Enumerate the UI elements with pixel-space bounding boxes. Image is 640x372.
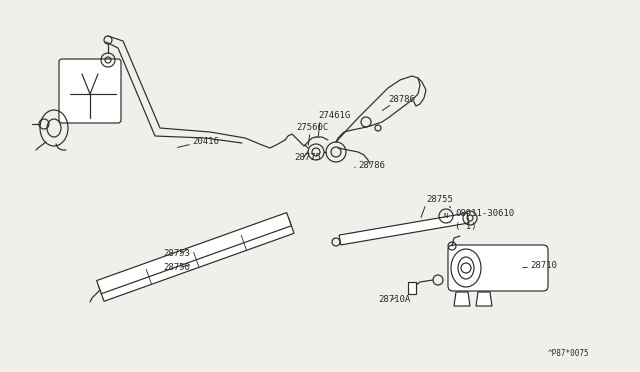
Polygon shape — [454, 292, 470, 306]
Text: 28775: 28775 — [294, 154, 321, 163]
FancyBboxPatch shape — [448, 245, 548, 291]
Text: 28753: 28753 — [163, 250, 190, 259]
Polygon shape — [408, 282, 416, 294]
Text: 28755: 28755 — [426, 196, 453, 205]
Text: 28750: 28750 — [163, 263, 190, 273]
Text: 08911-30610: 08911-30610 — [455, 209, 514, 218]
Text: 20416: 20416 — [192, 138, 219, 147]
Text: N: N — [444, 213, 448, 219]
Text: 27560C: 27560C — [296, 124, 328, 132]
Polygon shape — [99, 218, 294, 301]
FancyBboxPatch shape — [59, 59, 121, 123]
Text: ^P87*0075: ^P87*0075 — [548, 350, 589, 359]
Text: ( 1): ( 1) — [455, 221, 477, 231]
Polygon shape — [97, 212, 291, 294]
Text: 28710A: 28710A — [378, 295, 410, 305]
Text: 28786: 28786 — [388, 96, 415, 105]
Text: 27461G: 27461G — [318, 110, 350, 119]
Polygon shape — [476, 292, 492, 306]
Polygon shape — [339, 213, 469, 245]
Text: 28786: 28786 — [358, 160, 385, 170]
Text: 28710: 28710 — [530, 260, 557, 269]
